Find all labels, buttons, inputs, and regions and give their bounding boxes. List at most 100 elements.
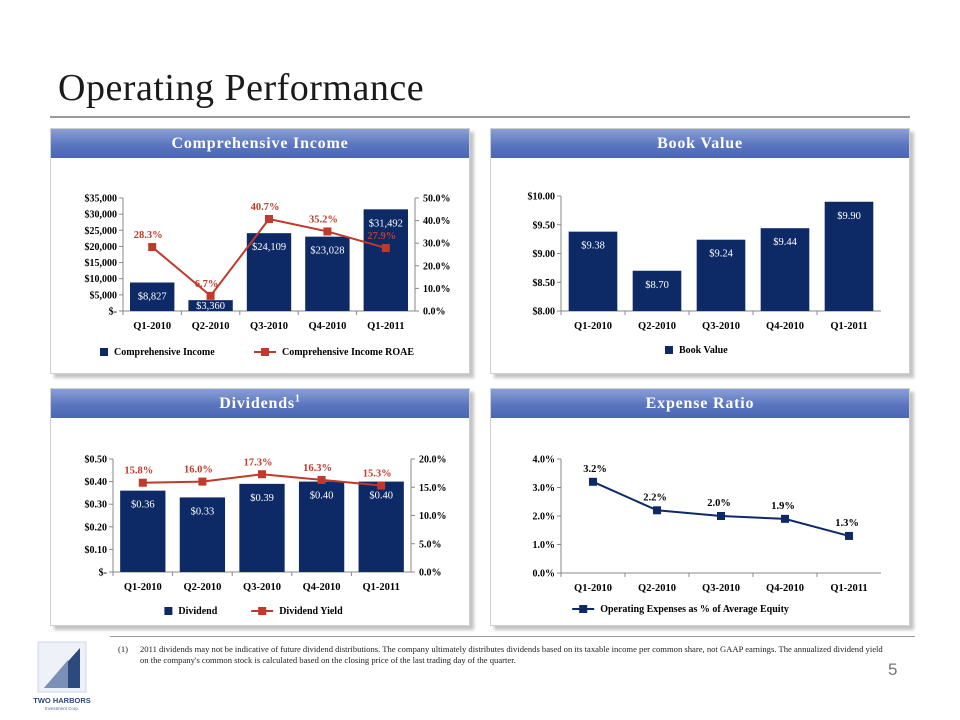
- legend-label: Comprehensive Income: [114, 347, 215, 358]
- dividends-title-footnote-marker: 1: [294, 393, 301, 405]
- x-tick-label: Q1-2010: [124, 582, 162, 593]
- line-data-label: 28.3%: [134, 230, 163, 241]
- line-data-label: 15.3%: [363, 469, 392, 480]
- line-data-label: 35.2%: [309, 214, 338, 225]
- left-tick-label: 3.0%: [533, 483, 556, 494]
- book-value-panel: Book Value $8.00 $8.50 $9.00 $9.50 $10.00 Q1-…: [490, 128, 910, 374]
- bar-data-label: $24,109: [252, 242, 286, 253]
- left-tick-label: 4.0%: [533, 455, 556, 466]
- dividends-panel: Dividends1 $- $0.10 $0.20 $0.30 $0.40 $0.50 0.…: [50, 388, 470, 626]
- company-logo: [24, 640, 100, 716]
- bar-data-label: $9.38: [581, 241, 605, 252]
- logo-tagline: Investment Corp.: [44, 706, 80, 711]
- comprehensive-income-title: Comprehensive Income: [171, 135, 349, 152]
- dividends-header: Dividends1: [51, 389, 469, 418]
- bar-data-label: $9.24: [709, 249, 733, 260]
- right-tick-label: 50.0%: [423, 194, 451, 205]
- bar-data-label: $23,028: [310, 246, 344, 257]
- legend-label: Dividend: [178, 606, 217, 617]
- line-data-label: 1.9%: [771, 501, 795, 512]
- bar: [363, 209, 408, 311]
- line-marker: [265, 215, 273, 224]
- line-marker: [381, 243, 390, 252]
- left-tick-label: $30,000: [85, 210, 118, 221]
- left-tick-label: $-: [99, 568, 107, 579]
- bar: [298, 481, 345, 572]
- right-tick-label: 30.0%: [423, 239, 451, 250]
- line-marker: [717, 512, 725, 520]
- left-tick-label: $0.10: [85, 545, 108, 556]
- bar-data-label: $0.36: [131, 500, 155, 511]
- expense-ratio-title: Expense Ratio: [645, 395, 755, 412]
- right-tick-label: 0.0%: [423, 307, 446, 318]
- x-tick-label: Q4-2010: [308, 321, 346, 332]
- bar: [305, 236, 350, 311]
- bar-data-label: $31,492: [369, 218, 403, 229]
- bar: [120, 490, 166, 572]
- logo-name: TWO HARBORS: [33, 696, 91, 705]
- line-data-label: 2.2%: [643, 492, 667, 503]
- expense-ratio-panel: Expense Ratio 0.0% 1.0% 2.0% 3.0% 4.0% Q1-201…: [490, 388, 910, 626]
- legend-swatch: [665, 346, 673, 354]
- bar: [130, 282, 175, 311]
- left-tick-label: 2.0%: [533, 512, 556, 523]
- left-tick-label: 1.0%: [533, 540, 556, 551]
- line-data-label: 15.8%: [124, 466, 153, 477]
- legend-label: Operating Expenses as % of Average Equit…: [600, 604, 789, 615]
- x-tick-label: Q4-2010: [766, 321, 804, 332]
- expense-ratio-chart: 0.0% 1.0% 2.0% 3.0% 4.0% Q1-2010 Q2-2010 Q3-201…: [533, 455, 881, 615]
- line-data-label: 2.0%: [707, 498, 731, 509]
- left-tick-label: $20,000: [85, 242, 118, 253]
- line-marker: [653, 506, 661, 515]
- bar: [696, 239, 746, 311]
- line-marker: [317, 475, 326, 484]
- footnote-text: 2011 dividends may not be indicative of …: [140, 644, 883, 665]
- bar: [632, 270, 682, 311]
- footnote-marker: (1): [118, 644, 129, 654]
- left-tick-label: $25,000: [85, 226, 118, 237]
- x-tick-label: Q2-2010: [638, 583, 676, 594]
- x-tick-label: Q1-2010: [574, 583, 612, 594]
- left-tick-label: $35,000: [85, 194, 118, 205]
- comprehensive-income-panel: Comprehensive Income $- $5,000 $10,000 $15,…: [50, 128, 470, 374]
- line-marker: [148, 243, 157, 252]
- bar-data-label: $3,360: [196, 301, 225, 312]
- x-tick-label: Q4-2010: [303, 582, 341, 593]
- bar: [188, 300, 233, 311]
- line-marker: [258, 470, 266, 479]
- line-data-label: 16.3%: [303, 463, 332, 474]
- x-tick-label: Q3-2010: [250, 321, 288, 332]
- left-tick-label: $5,000: [90, 290, 118, 301]
- x-tick-label: Q1-2011: [830, 583, 867, 594]
- bar: [824, 201, 874, 311]
- left-tick-label: $-: [109, 307, 117, 318]
- x-tick-label: Q3-2010: [702, 583, 740, 594]
- book-value-chart: $8.00 $8.50 $9.00 $9.50 $10.00 Q1-2010 Q2-2010…: [528, 192, 881, 356]
- right-tick-label: 40.0%: [423, 216, 451, 227]
- line-data-label: 27.9%: [367, 231, 396, 242]
- line-data-label: 1.3%: [835, 518, 859, 529]
- dividends-chart: $- $0.10 $0.20 $0.30 $0.40 $0.50 0.0% 5.0% 10.0%…: [85, 455, 447, 618]
- bar-data-label: $0.40: [369, 491, 393, 502]
- right-tick-label: 5.0%: [419, 539, 442, 550]
- line-marker: [198, 477, 207, 486]
- right-tick-label: 15.0%: [419, 483, 447, 494]
- line-marker: [138, 478, 147, 487]
- left-tick-label: $10.00: [528, 192, 556, 203]
- page-title: Operating Performance: [58, 67, 425, 109]
- left-tick-label: $0.50: [85, 455, 108, 466]
- x-tick-label: Q1-2010: [133, 321, 171, 332]
- bar: [760, 228, 810, 311]
- right-tick-label: 10.0%: [423, 284, 451, 295]
- x-tick-label: Q2-2010: [638, 321, 676, 332]
- bar-data-label: $0.40: [310, 491, 334, 502]
- x-tick-label: Q1-2010: [574, 321, 612, 332]
- bar-data-label: $8.70: [645, 280, 669, 291]
- left-tick-label: $9.00: [533, 249, 556, 260]
- right-tick-label: 10.0%: [419, 511, 447, 522]
- line-data-label: 40.7%: [251, 202, 280, 213]
- left-tick-label: $0.20: [85, 522, 108, 533]
- line-data-label: 17.3%: [244, 457, 273, 468]
- bar-data-label: $9.44: [773, 237, 797, 248]
- bar-data-label: $0.33: [191, 506, 215, 517]
